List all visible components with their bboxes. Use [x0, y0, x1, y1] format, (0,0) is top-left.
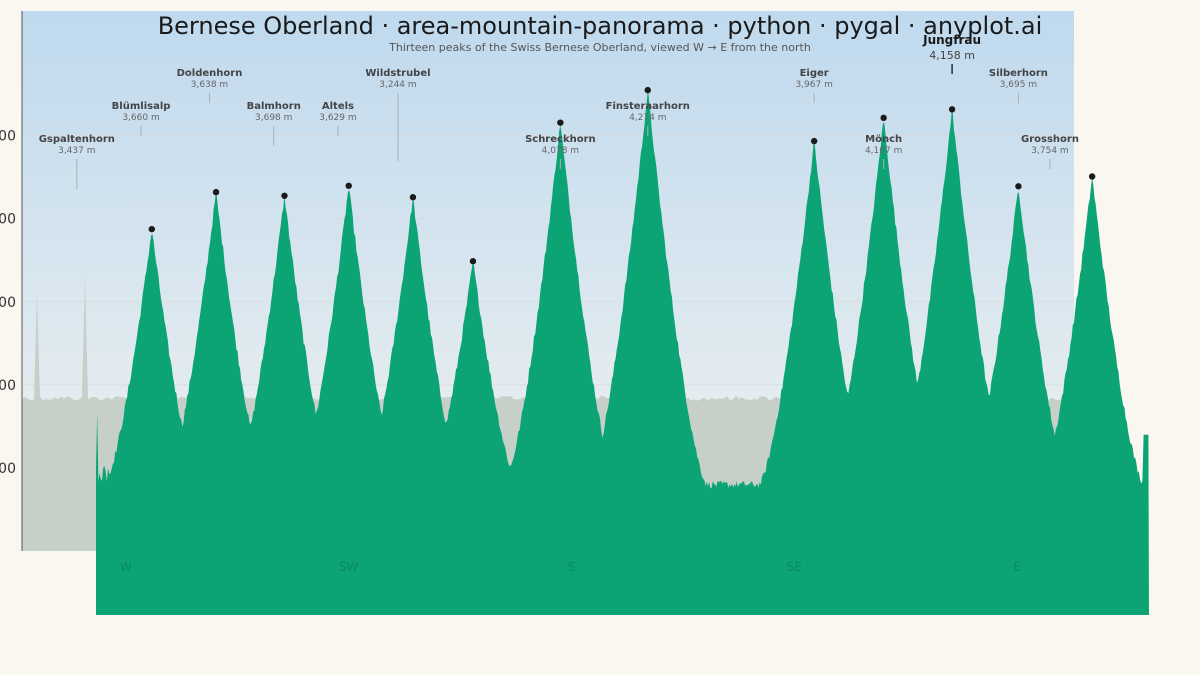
peak-leader-lines: [76, 64, 1051, 190]
x-tick-label-se: SE: [787, 560, 802, 574]
peak-name-jungfrau: Jungfrau: [922, 33, 981, 47]
peak-marker-balmhorn: [345, 182, 352, 189]
x-tick-label-e: E: [1013, 560, 1021, 574]
peak-elevation-grosshorn: 3,754 m: [1031, 146, 1068, 156]
peak-marker-wildstrubel: [469, 258, 477, 265]
peak-marker-blümlisalp: [212, 188, 220, 196]
peak-marker-gspaltenhorn: [148, 225, 156, 233]
peak-elevation-altels: 3,629 m: [319, 113, 356, 123]
peak-elevation-wildstrubel: 3,244 m: [379, 80, 416, 90]
peak-name-balmhorn: Balmhorn: [247, 101, 301, 112]
peak-name-altels: Altels: [322, 101, 354, 112]
peak-elevation-schreckhorn: 4,078 m: [542, 146, 579, 156]
peak-marker-jungfrau: [948, 106, 956, 113]
peak-name-blümlisalp: Blümlisalp: [112, 101, 171, 112]
peak-marker-eiger: [810, 137, 818, 145]
peak-elevation-silberhorn: 3,695 m: [1000, 80, 1037, 90]
peak-elevation-mönch: 4,107 m: [865, 146, 902, 156]
peak-elevation-blümlisalp: 3,660 m: [122, 113, 159, 123]
chart-subtitle: Thirteen peaks of the Swiss Bernese Ober…: [388, 41, 811, 54]
peak-name-silberhorn: Silberhorn: [989, 68, 1048, 79]
peak-marker-mönch: [880, 114, 887, 122]
peak-name-finsteraarhorn: Finsteraarhorn: [606, 101, 690, 112]
peak-marker-altels: [409, 194, 417, 201]
y-tick-label: 00: [0, 295, 16, 311]
y-tick-label: 00: [0, 129, 16, 145]
peak-elevation-finsteraarhorn: 4,274 m: [629, 113, 666, 123]
peak-name-doldenhorn: Doldenhorn: [177, 68, 243, 79]
y-tick-label: 00: [0, 212, 16, 228]
peak-marker-doldenhorn: [281, 192, 288, 199]
peak-elevation-jungfrau: 4,158 m: [929, 49, 975, 62]
x-tick-label-sw: SW: [339, 560, 359, 574]
chart-title: Bernese Oberland · area-mountain-panoram…: [158, 12, 1043, 40]
peak-name-schreckhorn: Schreckhorn: [525, 134, 596, 145]
x-tick-label-w: W: [120, 560, 132, 574]
peak-markers: [148, 86, 1096, 265]
y-axis-ticks: 00 00 00 00 00: [0, 129, 16, 477]
peak-name-wildstrubel: Wildstrubel: [365, 68, 430, 79]
peak-marker-schreckhorn: [557, 119, 564, 126]
peak-elevation-balmhorn: 3,698 m: [255, 113, 292, 123]
x-tick-label-s: S: [568, 560, 576, 574]
peak-name-gspaltenhorn: Gspaltenhorn: [39, 134, 115, 145]
peak-marker-silberhorn: [1015, 183, 1022, 190]
y-tick-label: 00: [0, 378, 16, 394]
peak-name-mönch: Mönch: [865, 134, 902, 145]
mountain-area: [96, 89, 1149, 615]
peak-elevation-doldenhorn: 3,638 m: [191, 80, 228, 90]
y-tick-label: 00: [0, 461, 16, 477]
peak-elevation-gspaltenhorn: 3,437 m: [58, 146, 95, 156]
peak-marker-grosshorn: [1088, 173, 1096, 180]
peak-marker-finsteraarhorn: [644, 86, 651, 94]
x-axis-ticks: W SW S SE E: [120, 560, 1021, 574]
peak-elevation-eiger: 3,967 m: [795, 80, 832, 90]
peak-name-grosshorn: Grosshorn: [1021, 134, 1079, 145]
peak-name-eiger: Eiger: [800, 68, 829, 79]
